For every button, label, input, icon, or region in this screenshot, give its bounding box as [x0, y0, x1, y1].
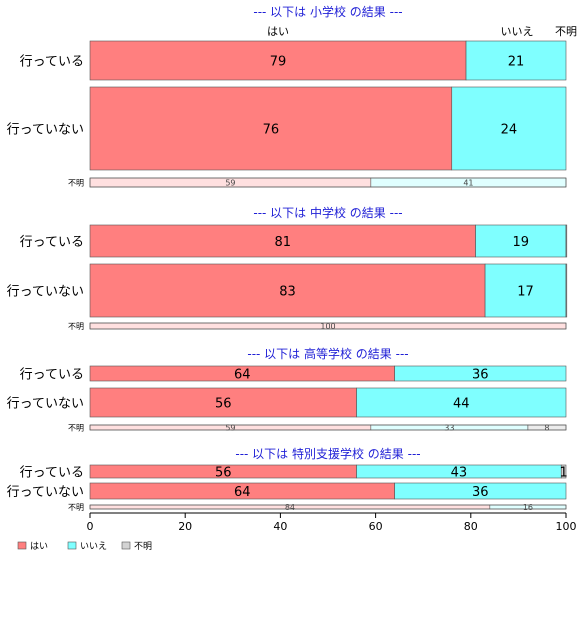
- value-label-2-1-0: 56: [215, 397, 232, 412]
- bar-segment-2-0-1: [394, 365, 567, 382]
- bar-segment-1-0-1: [475, 224, 567, 258]
- legend-swatch-1: [67, 541, 77, 550]
- bar-segment-1-1-1: [484, 263, 567, 318]
- value-label-0-1-1: 24: [501, 123, 518, 138]
- row-label-1-2: 不明: [68, 322, 84, 331]
- bar-segment-0-0-1: [465, 40, 567, 81]
- x-tick-label-5: 100: [556, 520, 577, 533]
- legend-label-2: 不明: [134, 541, 152, 552]
- value-label-0-0-1: 21: [508, 55, 525, 70]
- bar-segment-3-1-1: [394, 482, 567, 500]
- x-tick-label-4: 80: [464, 520, 478, 533]
- legend-label-1: いいえ: [80, 541, 107, 552]
- row-label-1-0: 行っている: [20, 235, 84, 250]
- legend-swatch-2: [121, 541, 131, 550]
- bar-segment-1-1-2: [565, 263, 568, 318]
- x-tick-label-1: 20: [178, 520, 192, 533]
- row-label-3-2: 不明: [68, 503, 84, 512]
- column-label-2: 不明: [555, 25, 577, 38]
- row-label-2-1: 行っていない: [7, 397, 84, 412]
- value-label-2-2-1: 33: [444, 424, 454, 433]
- bar-segment-2-1-0: [89, 387, 357, 418]
- row-label-0-1: 行っていない: [7, 123, 84, 138]
- x-tick-label-0: 0: [87, 520, 94, 533]
- value-label-3-2-0: 84: [285, 503, 295, 512]
- panel-title-2: --- 以下は 高等学校 の結果 ---: [247, 346, 408, 361]
- bar-segment-1-0-0: [89, 224, 476, 258]
- panel-title-0: --- 以下は 小学校 の結果 ---: [253, 4, 402, 19]
- bar-segment-3-0-2: [560, 464, 567, 479]
- value-label-2-0-0: 64: [234, 368, 251, 383]
- value-label-2-2-2: 8: [544, 424, 549, 433]
- legend-swatch-0: [17, 541, 27, 550]
- x-tick-label-3: 60: [369, 520, 383, 533]
- value-label-1-1-0: 83: [279, 285, 296, 300]
- value-label-2-2-0: 59: [225, 424, 235, 433]
- panel-title-1: --- 以下は 中学校 の結果 ---: [253, 205, 402, 220]
- row-label-3-1: 行っていない: [7, 485, 84, 500]
- row-label-0-2: 不明: [68, 179, 84, 188]
- bar-segment-0-0-0: [89, 40, 467, 81]
- value-label-3-0-1: 43: [451, 466, 468, 481]
- value-label-1-2-0: 100: [320, 322, 335, 331]
- value-label-0-1-0: 76: [263, 123, 280, 138]
- value-label-3-1-1: 36: [472, 485, 489, 500]
- bar-segment-2-1-1: [356, 387, 567, 418]
- value-label-0-2-0: 59: [225, 179, 235, 188]
- row-frame-3-2: [89, 504, 567, 510]
- bar-segment-0-1-0: [89, 86, 453, 171]
- value-label-1-0-1: 19: [513, 235, 530, 250]
- panel-title-3: --- 以下は 特別支援学校 の結果 ---: [235, 446, 420, 461]
- row-frame-2-2: [89, 424, 567, 431]
- column-label-0: はい: [267, 25, 289, 38]
- legend-label-0: はい: [30, 541, 48, 552]
- value-label-3-0-2: 1: [559, 466, 567, 481]
- row-label-1-1: 行っていない: [7, 285, 84, 300]
- value-label-3-0-0: 56: [215, 466, 232, 481]
- value-label-0-0-0: 79: [270, 55, 287, 70]
- bar-segment-1-1-0: [89, 263, 486, 318]
- column-label-1: いいえ: [501, 25, 534, 38]
- value-label-0-2-1: 41: [463, 179, 473, 188]
- row-frame-0-2: [89, 177, 567, 188]
- value-label-2-1-1: 44: [453, 397, 470, 412]
- row-label-2-0: 行っている: [20, 368, 84, 383]
- row-label-0-0: 行っている: [20, 55, 84, 70]
- bar-segment-0-1-1: [451, 86, 567, 171]
- value-label-3-1-0: 64: [234, 485, 251, 500]
- row-label-3-0: 行っている: [20, 466, 84, 481]
- value-label-2-0-1: 36: [472, 368, 489, 383]
- row-frame-1-2: [89, 322, 567, 330]
- bar-segment-1-0-2: [565, 224, 568, 258]
- row-label-2-2: 不明: [68, 424, 84, 433]
- value-label-3-2-1: 16: [523, 503, 533, 512]
- value-label-1-0-0: 81: [275, 235, 292, 250]
- x-tick-label-2: 40: [273, 520, 287, 533]
- value-label-1-1-1: 17: [517, 285, 534, 300]
